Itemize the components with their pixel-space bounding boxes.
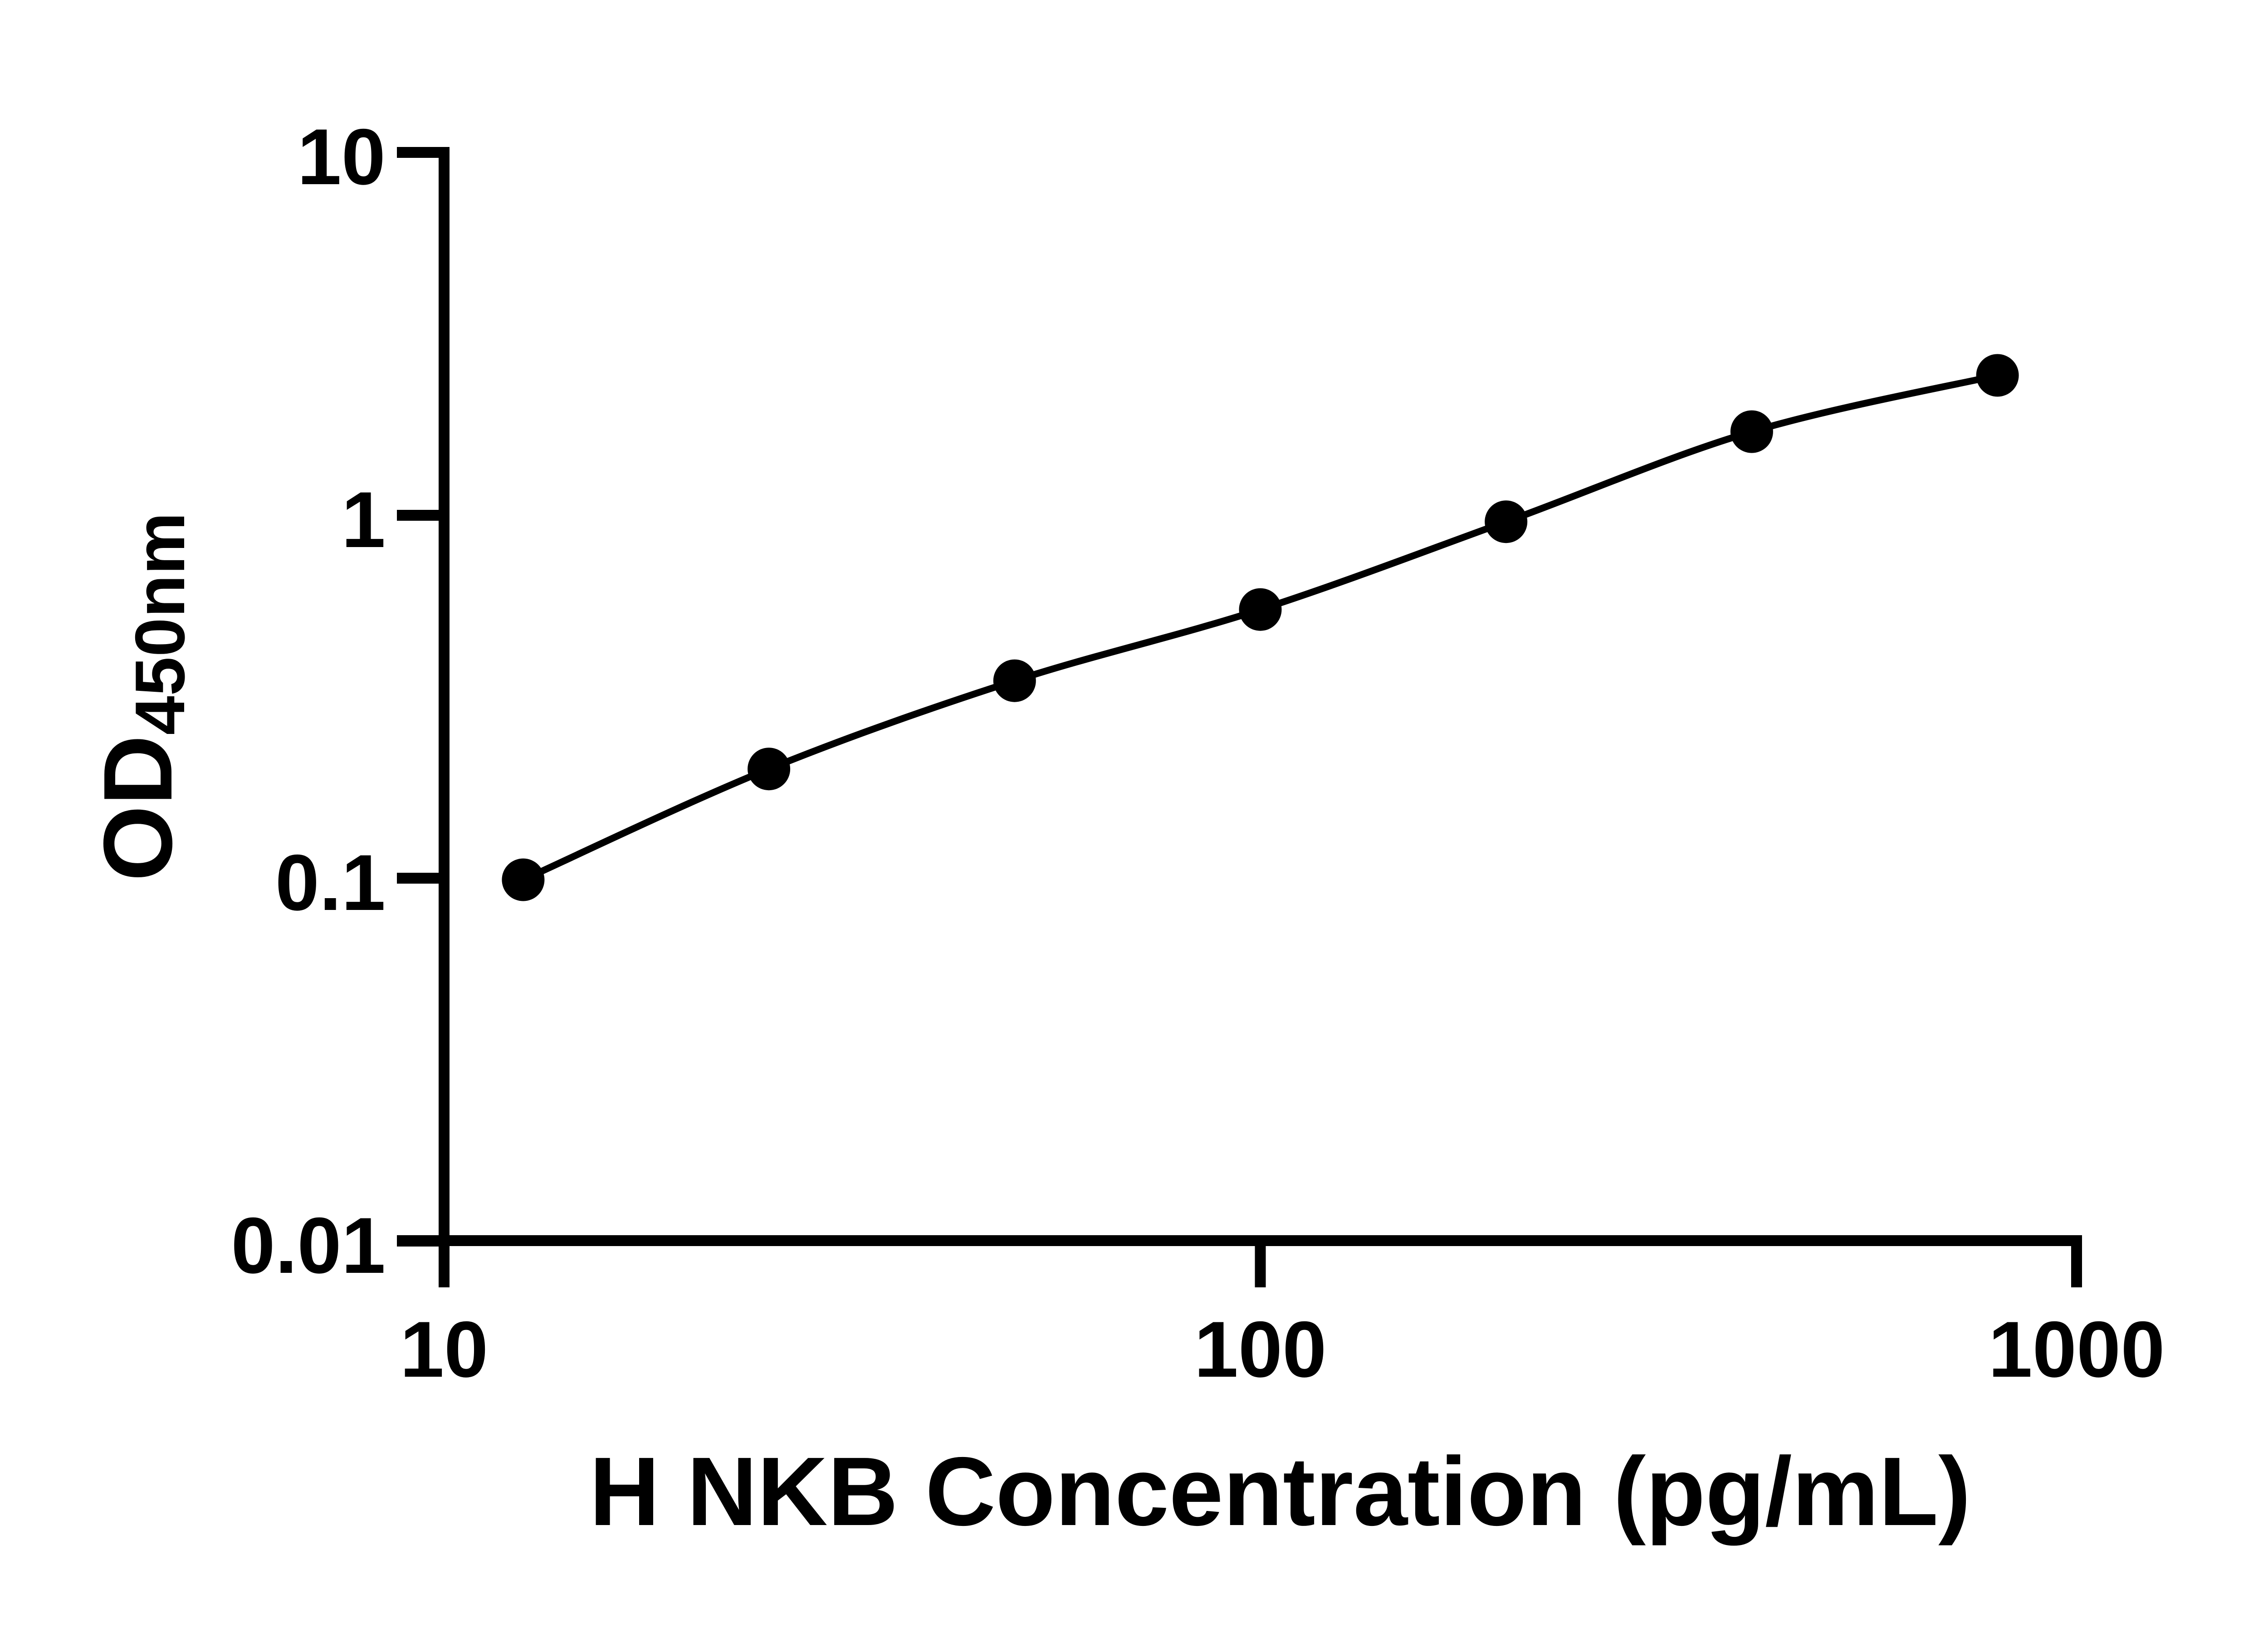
x-tick-label: 1000 [1988, 1305, 2165, 1394]
data-point [1730, 410, 1773, 453]
y-tick-label: 10 [297, 113, 386, 201]
data-point [993, 659, 1036, 702]
data-points-layer [502, 354, 2019, 901]
y-tick-label: 1 [342, 476, 386, 564]
y-axis-title: OD450nm [83, 512, 199, 881]
x-tick-label: 100 [1194, 1305, 1327, 1394]
x-axis-title: H NKB Concentration (pg/mL) [589, 1437, 1971, 1546]
y-tick-label: 0.1 [275, 839, 386, 927]
axes-layer [397, 147, 2082, 1287]
data-point [1239, 588, 1282, 631]
data-point [502, 858, 545, 901]
data-point [1485, 500, 1528, 543]
y-tick-label: 0.01 [231, 1202, 386, 1290]
data-point [1976, 354, 2019, 397]
data-point [748, 748, 791, 791]
y-axis-title-main: OD [83, 735, 192, 881]
y-axis-title-subscript: 450nm [121, 512, 199, 735]
x-tick-label: 10 [400, 1305, 489, 1394]
